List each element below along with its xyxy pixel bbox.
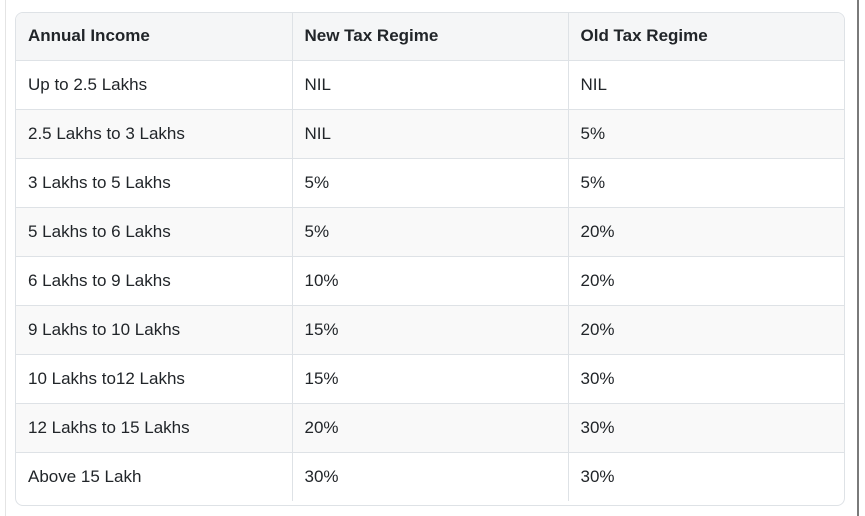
cell-old-tax-regime: 30% (567, 451, 844, 501)
table-row: 6 Lakhs to 9 Lakhs 10% 20% (16, 255, 844, 305)
table-row: Above 15 Lakh 30% 30% (16, 451, 844, 501)
table-row: 5 Lakhs to 6 Lakhs 5% 20% (16, 206, 844, 256)
cell-annual-income: 5 Lakhs to 6 Lakhs (16, 206, 292, 256)
cell-old-tax-regime: 5% (567, 157, 844, 207)
cell-old-tax-regime: 30% (567, 353, 844, 403)
cell-annual-income: 9 Lakhs to 10 Lakhs (16, 304, 292, 354)
cell-old-tax-regime: 30% (567, 402, 844, 452)
header-row: Annual Income New Tax Regime Old Tax Reg… (16, 13, 844, 61)
cell-annual-income: Above 15 Lakh (16, 451, 292, 501)
left-page-edge-line (5, 0, 6, 516)
cell-new-tax-regime: 5% (291, 157, 568, 207)
table-row: 12 Lakhs to 15 Lakhs 20% 30% (16, 402, 844, 452)
cell-annual-income: 12 Lakhs to 15 Lakhs (16, 402, 292, 452)
cell-old-tax-regime: 20% (567, 255, 844, 305)
cell-annual-income: 6 Lakhs to 9 Lakhs (16, 255, 292, 305)
cell-new-tax-regime: 15% (291, 353, 568, 403)
cell-old-tax-regime: 20% (567, 206, 844, 256)
cell-new-tax-regime: NIL (291, 108, 568, 158)
cell-new-tax-regime: 15% (291, 304, 568, 354)
column-header-annual-income: Annual Income (16, 13, 292, 61)
column-header-old-tax-regime: Old Tax Regime (567, 13, 844, 61)
cell-old-tax-regime: 20% (567, 304, 844, 354)
cell-new-tax-regime: 10% (291, 255, 568, 305)
cell-annual-income: 10 Lakhs to12 Lakhs (16, 353, 292, 403)
table-row: 2.5 Lakhs to 3 Lakhs NIL 5% (16, 108, 844, 158)
cell-annual-income: Up to 2.5 Lakhs (28, 74, 148, 94)
table-row: 9 Lakhs to 10 Lakhs 15% 20% (16, 304, 844, 354)
column-header-new-tax-regime: New Tax Regime (291, 13, 568, 61)
cell-old-tax-regime: NIL (567, 60, 844, 109)
right-page-edge-line (857, 0, 859, 516)
cell-old-tax-regime: 5% (567, 108, 844, 158)
cell-annual-income: 3 Lakhs to 5 Lakhs (16, 157, 292, 207)
cell-annual-income: 2.5 Lakhs to 3 Lakhs (16, 108, 292, 158)
tax-comparison-table: Annual Income New Tax Regime Old Tax Reg… (16, 13, 844, 501)
table-row: 3 Lakhs to 5 Lakhs 5% 5% (16, 157, 844, 207)
cell-new-tax-regime: 30% (291, 451, 568, 501)
cell-new-tax-regime: NIL (291, 60, 568, 109)
table-row: 10 Lakhs to12 Lakhs 15% 30% (16, 353, 844, 403)
tax-table-container: Annual Income New Tax Regime Old Tax Reg… (15, 12, 845, 506)
table-row: Up to 2.5 Lakhs NIL NIL (16, 60, 844, 109)
cell-new-tax-regime: 20% (291, 402, 568, 452)
cell-new-tax-regime: 5% (291, 206, 568, 256)
